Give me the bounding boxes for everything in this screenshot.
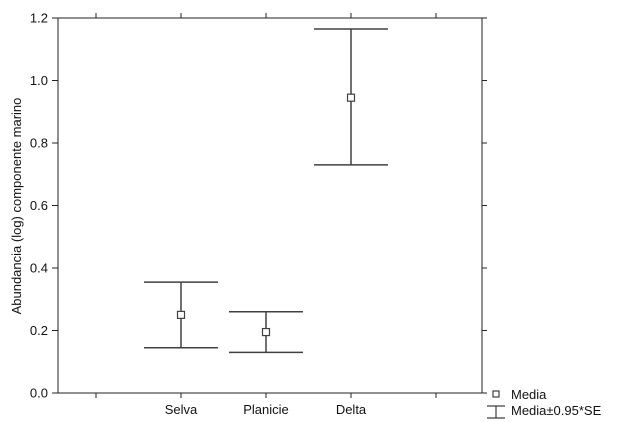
y-tick-label: 1.2 [30,11,48,26]
plot-frame [57,17,483,394]
y-tick-label: 0.0 [30,386,48,401]
y-tick-label: 0.2 [30,323,48,338]
mean-marker [261,327,271,337]
y-axis-ticks [52,17,487,394]
y-axis-tick-labels: 0.0 0.2 0.4 0.6 0.8 1.0 1.2 [30,11,48,401]
error-bar-selva [144,281,218,349]
x-axis-ticks [95,13,437,398]
error-bar-delta [314,28,388,166]
y-axis-title: Abundancia (log) componente marino [9,98,24,315]
y-tick-label: 1.0 [30,73,48,88]
x-tick-label: Delta [336,402,367,417]
y-tick-label: 0.6 [30,198,48,213]
x-tick-label: Selva [165,402,198,417]
y-tick-label: 0.8 [30,136,48,151]
legend-errorbar-label: Media±0.95*SE [511,403,602,418]
x-tick-label: Planicie [243,402,289,417]
legend-mean-label: Media [511,387,547,402]
legend: Media Media±0.95*SE [487,387,602,419]
y-tick-label: 0.4 [30,261,48,276]
error-bars [144,28,388,354]
mean-marker [176,310,186,319]
mean-marker [346,93,356,102]
error-bar-planicie [229,311,303,354]
x-axis-tick-labels: Selva Planicie Delta [165,402,367,417]
legend-mean-marker [492,390,500,398]
